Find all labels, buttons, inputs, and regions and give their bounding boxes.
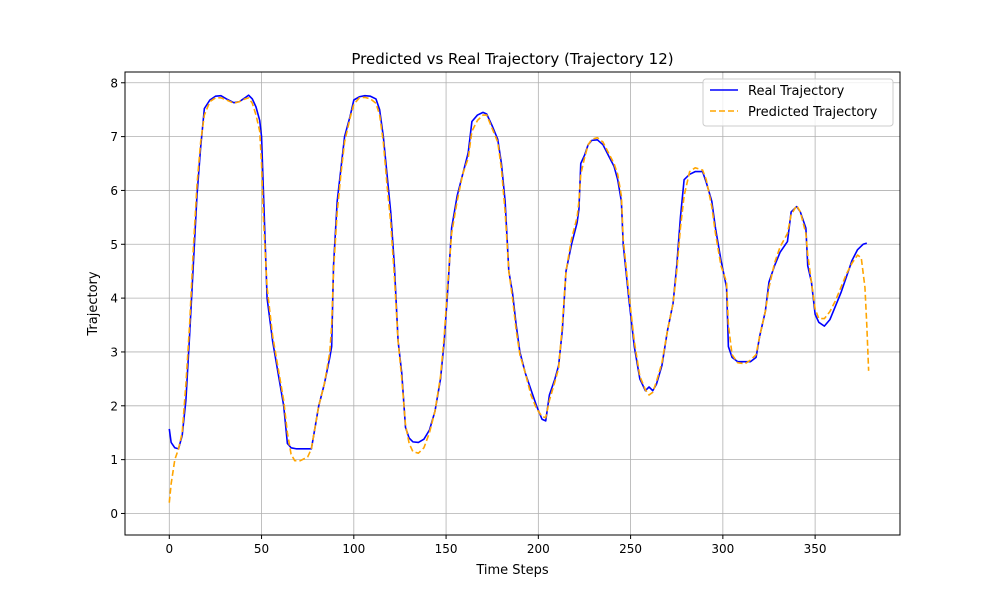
y-tick-label: 8 (110, 76, 118, 90)
x-tick-label: 150 (435, 542, 458, 556)
x-tick-label: 200 (527, 542, 550, 556)
x-tick-label: 0 (165, 542, 173, 556)
chart-title: Predicted vs Real Trajectory (Trajectory… (351, 50, 673, 68)
legend: Real Trajectory Predicted Trajectory (702, 78, 894, 127)
x-tick-label: 300 (711, 542, 734, 556)
x-axis-label: Time Steps (475, 563, 549, 578)
axes-frame (124, 71, 901, 536)
legend-label-predicted: Predicted Trajectory (748, 105, 878, 120)
y-tick-label: 1 (110, 453, 118, 467)
y-tick-label: 6 (110, 184, 118, 198)
x-tick-label: 50 (254, 542, 269, 556)
y-axis-label: Trajectory (86, 271, 101, 336)
predicted-trajectory-line (168, 96, 870, 503)
plot-series (168, 94, 870, 503)
y-tick-label: 2 (110, 399, 118, 413)
y-tick-label: 0 (110, 507, 118, 521)
legend-label-real: Real Trajectory (748, 84, 845, 99)
y-tick-label: 7 (110, 130, 118, 144)
grid-lines (125, 72, 900, 535)
x-tick-label: 250 (619, 542, 642, 556)
y-tick-label: 5 (110, 238, 118, 252)
x-tick-label: 100 (342, 542, 365, 556)
y-tick-label: 3 (110, 345, 118, 359)
y-tick-label: 4 (110, 292, 118, 306)
x-tick-label: 350 (804, 542, 827, 556)
axis-ticks: 0 50 100 150 200 250 300 350 0 1 2 3 4 5 6 7 8 (110, 76, 826, 556)
legend-box (702, 78, 894, 127)
